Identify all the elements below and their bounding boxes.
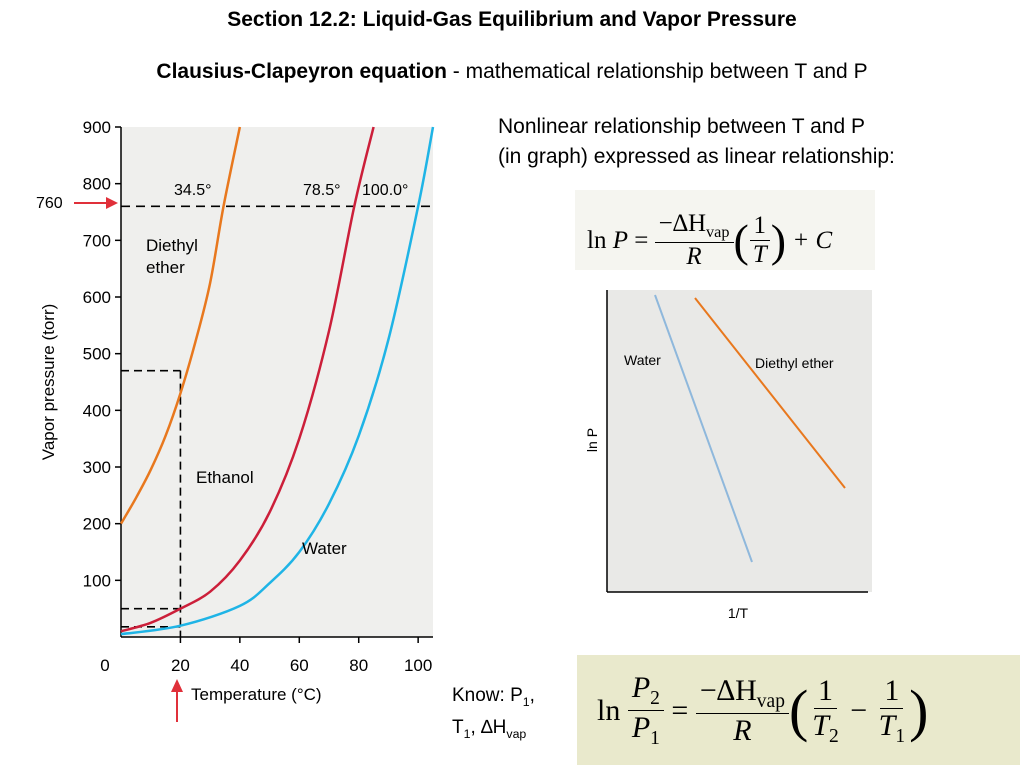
lnp-plot-area [607,290,872,592]
equation-linear: ln P = −∆Hvap R ( 1 T ) + C [575,190,875,270]
vp-labels: Vapor pressure (torr) Temperature (°C) D… [36,182,408,704]
annotation-78-5: 78.5° [303,182,341,199]
know-dh-sub: vap [506,726,527,741]
know-note: Know: P1, T1, ∆Hvap [452,683,535,747]
eq1-one: 1 [749,212,771,241]
arrow-20c [171,679,183,722]
vp-x-tick-label: 20 [171,656,190,675]
eq2-p2-sub: 2 [650,688,660,709]
vp-y-tick-label: 700 [83,231,111,250]
annotation-760: 760 [36,195,63,212]
ethanol-label: Ethanol [196,468,254,487]
vp-x-tick-label: 80 [349,656,368,675]
lnp-ylabel: ln P [584,428,600,452]
vp-series-diethyl-ether [119,126,242,525]
eq2-denominator: R [733,713,752,747]
vp-x-tick-label: 40 [230,656,249,675]
know-t-sub: 1 [463,726,471,741]
ether-label-1: Diethyl [146,236,198,255]
eq1-denominator: R [686,243,702,270]
vp-reference-lines [121,205,433,637]
eq1-numerator: −∆H [658,210,707,237]
nonlinear-note: Nonlinear relationship between T and P (… [498,112,895,172]
eq1-num-sub: vap [706,223,730,241]
slide-title: Section 12.2: Liquid-Gas Equilibrium and… [227,8,797,31]
eq2-pressure-ratio: P2 P1 [627,671,664,750]
eq2-t2: T [812,708,829,742]
eq1-ln: ln [587,226,607,254]
nonlinear-line-2: (in graph) expressed as linear relations… [498,145,895,168]
vp-y-tick-label: 500 [83,345,111,364]
vp-ylabel: Vapor pressure (torr) [39,304,58,461]
vp-y-tick-label: 800 [83,175,111,194]
eq2-ln: ln [597,693,621,727]
vp-plot-area [121,127,433,637]
eq2-inverse-t1: 1 T1 [875,674,909,748]
vp-y-tick-label: 200 [83,515,111,534]
lnp-ether-label: Diethyl ether [755,355,834,371]
eq2-p1: P [631,711,651,744]
eq1-t: T [752,241,767,268]
vp-series [119,126,435,636]
lnp-water-line [654,294,753,563]
know-comma: , [529,685,535,706]
subtitle-rest: - mathematical relationship between T an… [446,60,868,83]
eq2-one-b: 1 [880,674,904,709]
know-p-sub: 1 [522,694,530,709]
eq2-t1: T [878,708,896,742]
eq2-p2: P [631,671,651,704]
annotation-100: 100.0° [362,182,408,199]
vp-y-tick-label: 900 [83,118,111,137]
eq2-one-a: 1 [814,674,837,709]
vp-x-tick-label: 100 [404,656,432,675]
eq2-t2-sub: 2 [828,725,839,747]
vp-y-tick-label: 300 [83,458,111,477]
vp-x-ticks: 0 20 40 60 80 100 [100,637,432,675]
eq1-inverse-t: 1 T [749,212,771,269]
vp-series-water [120,126,435,636]
vp-y-tick-label: 400 [83,401,111,420]
vp-x-tick-label: 60 [290,656,309,675]
eq2-minus: − [850,693,868,727]
eq2-equals: = [671,693,689,727]
know-p: Know: P [452,685,523,706]
ether-label-2: ether [146,258,185,277]
vp-y-tick-label: 100 [83,571,111,590]
eq1-fraction: −∆Hvap R [654,210,734,271]
arrow-760 [74,197,118,209]
vp-y-ticks: 100 200 300 400 500 600 700 800 900 [83,118,121,590]
vp-y-tick-label: 600 [83,288,111,307]
water-label: Water [302,539,347,558]
eq2-fraction: −∆Hvap R [695,673,789,748]
equation-two-point: ln P2 P1 = −∆Hvap R ( 1 T2 − 1 T1 ) [577,655,1020,765]
eq2-p1-sub: 1 [650,728,660,749]
eq1-p: P [612,226,628,254]
eq2-inverse-t2: 1 T2 [808,674,842,748]
vp-x-tick-label: 0 [100,656,109,675]
lnp-ether-line [694,297,846,489]
eq2-numerator: −∆H [699,673,757,707]
eq2-num-sub: vap [756,690,785,712]
vp-xlabel: Temperature (°C) [191,685,322,704]
slide-subtitle: Clausius-Clapeyron equation - mathematic… [0,60,1024,84]
lnp-water-label: Water [624,352,661,368]
subtitle-bold: Clausius-Clapeyron equation [156,60,447,83]
vp-series-ethanol [120,126,375,633]
eq2-t1-sub: 1 [895,725,906,747]
lnp-xlabel: 1/T [728,605,749,621]
lnp-chart: Water Diethyl ether ln P 1/T [584,290,872,621]
eq1-equals: = [634,226,649,254]
nonlinear-line-1: Nonlinear relationship between T and P [498,115,865,138]
know-dh: , ∆H [470,716,507,738]
eq1-plus-c: + C [792,226,833,254]
annotation-34-5: 34.5° [174,182,212,199]
know-t: T [452,716,464,738]
vapor-pressure-chart: 100 200 300 400 500 600 700 800 900 0 20 40 60 80 100… [36,118,435,722]
